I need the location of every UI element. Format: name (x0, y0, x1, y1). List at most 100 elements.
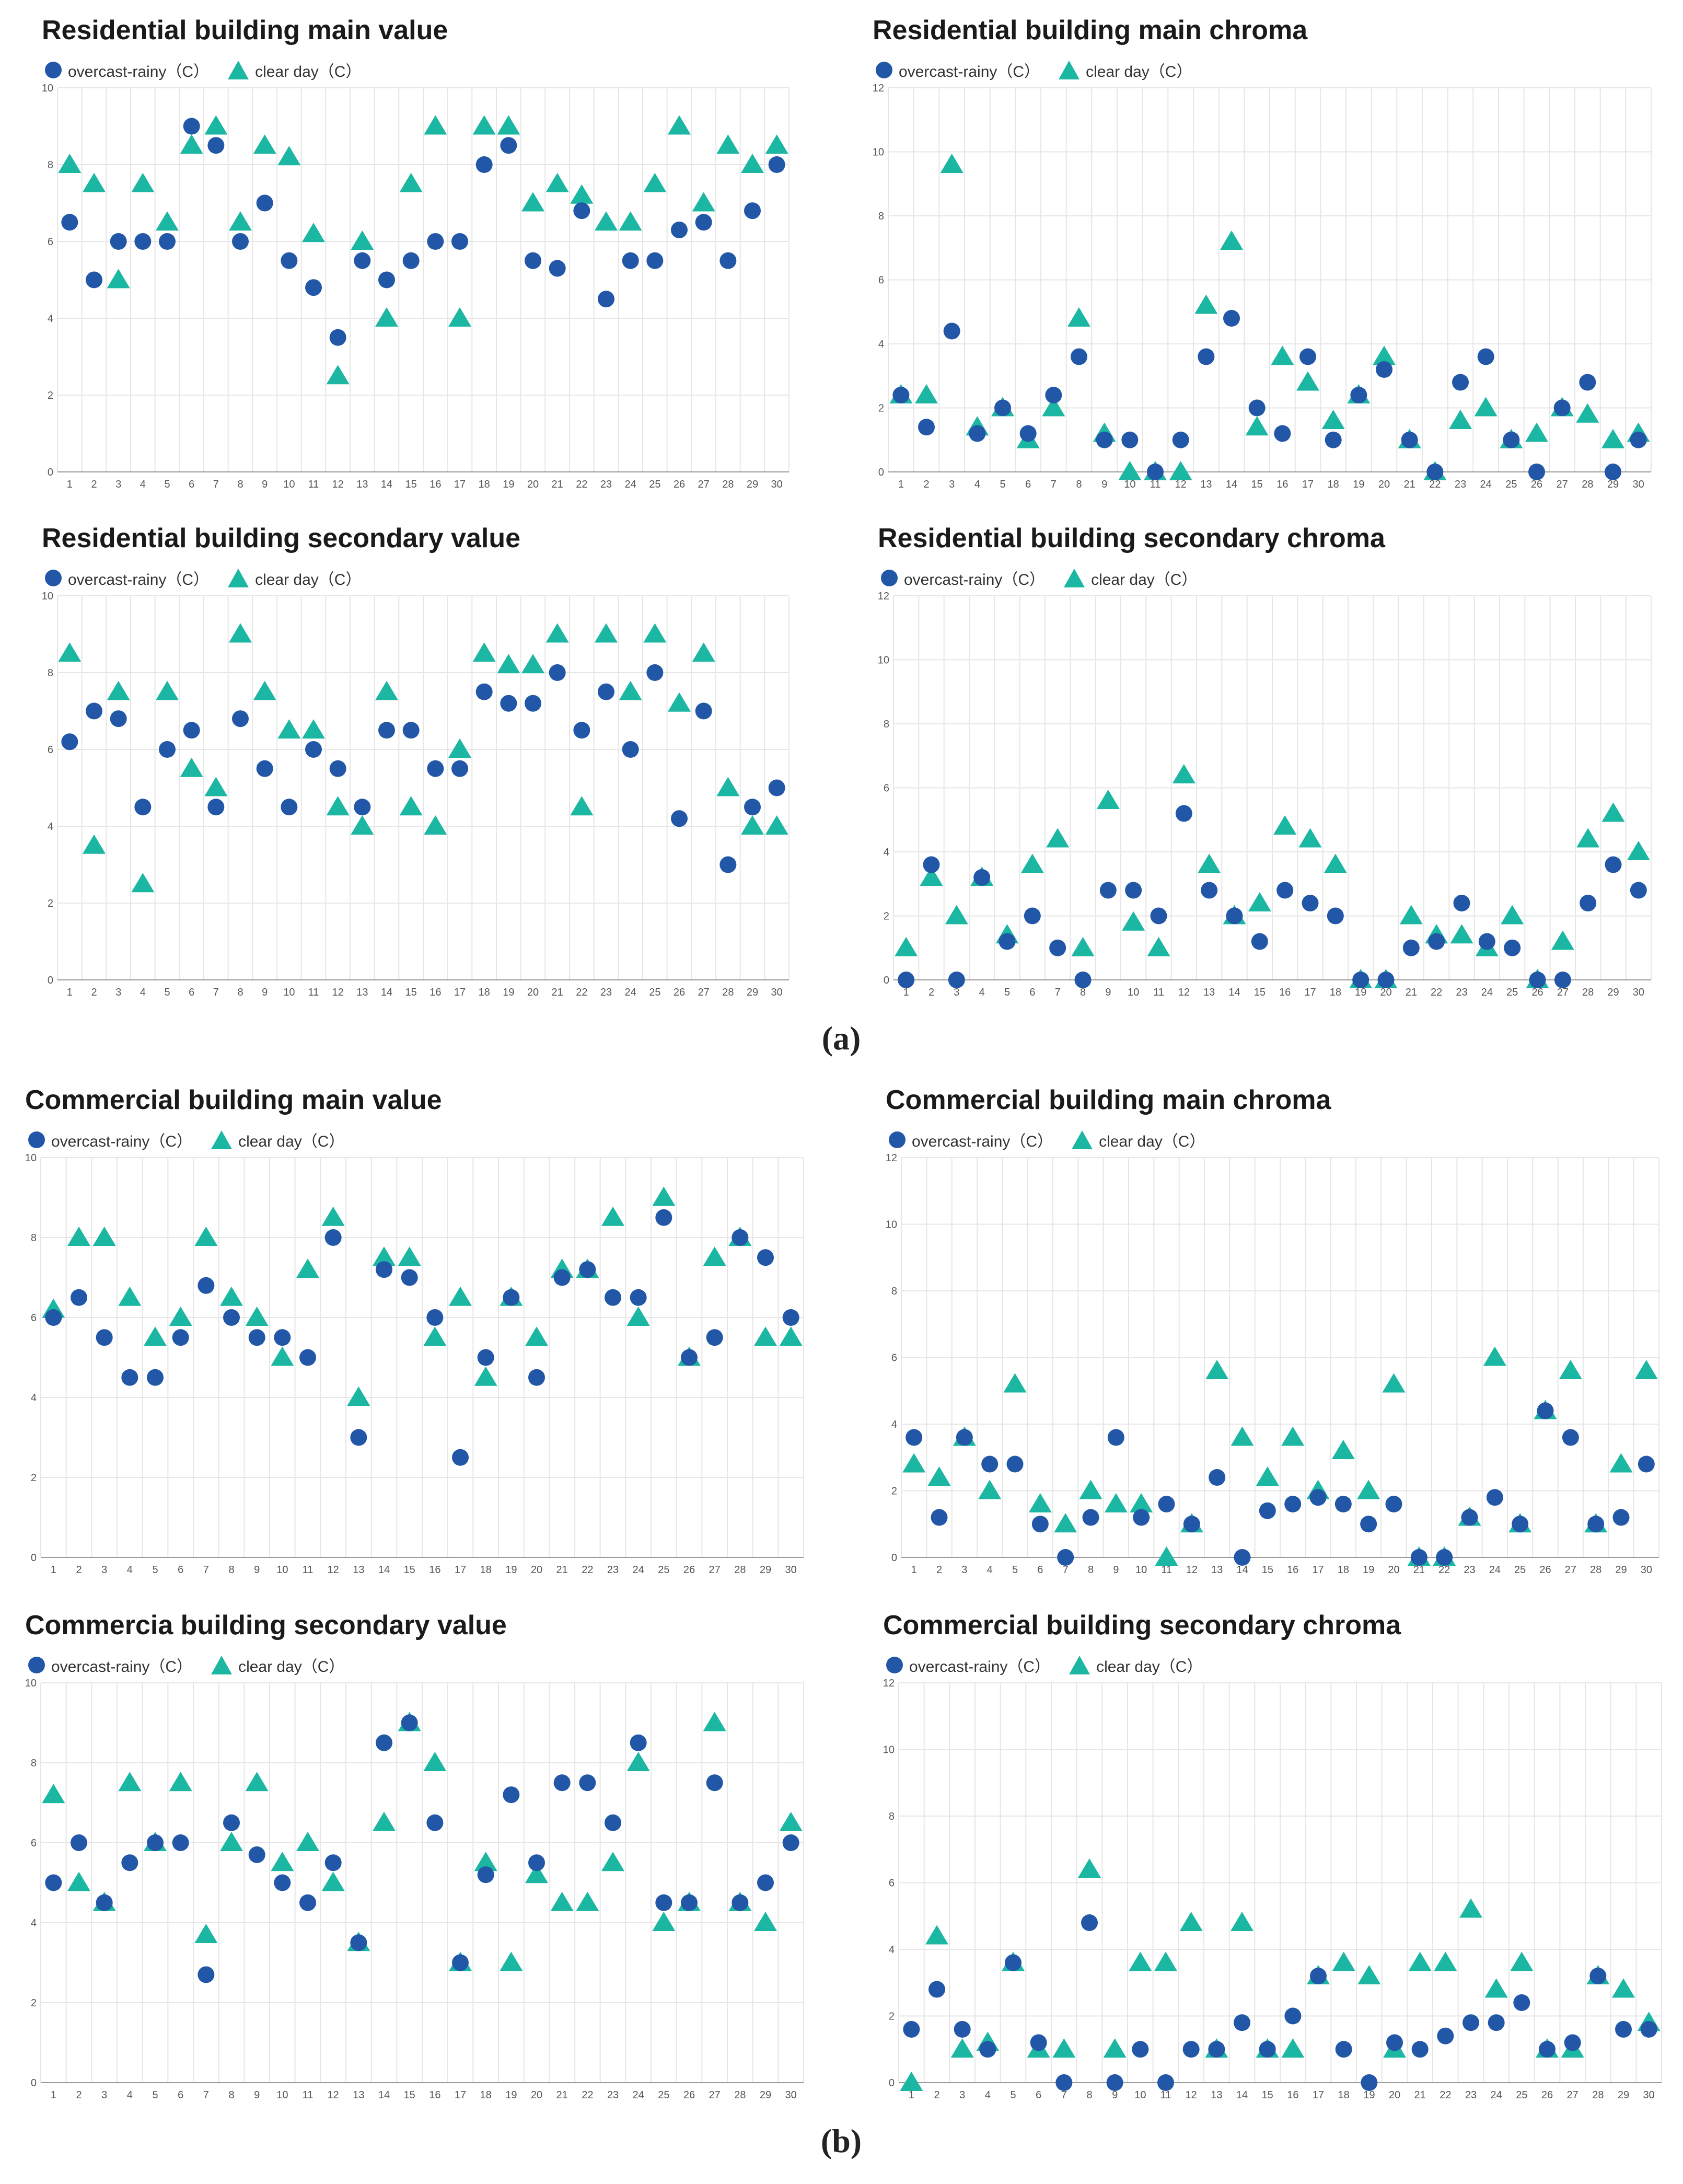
data-point-overcast (549, 664, 566, 681)
data-point-clear (424, 115, 447, 135)
data-point-clear (1382, 1373, 1406, 1393)
data-point-overcast (134, 233, 152, 250)
x-tick-label: 9 (1101, 479, 1107, 490)
data-point-overcast (892, 387, 910, 403)
x-tick-label: 24 (633, 1564, 644, 1576)
data-point-clear (576, 1891, 599, 1911)
data-point-overcast (1428, 933, 1445, 950)
data-point-clear (351, 230, 374, 250)
y-tick-label: 6 (48, 236, 53, 248)
data-point-clear (925, 1925, 948, 1945)
chart-title: Commercia building secondary value (25, 1610, 507, 1640)
data-point-clear (107, 680, 130, 700)
data-point-overcast (782, 1834, 799, 1851)
x-tick-label: 13 (356, 987, 368, 998)
circle-icon (28, 1131, 45, 1148)
x-tick-label: 16 (1287, 1564, 1298, 1576)
data-point-overcast (207, 799, 225, 816)
data-point-clear (545, 172, 569, 192)
data-point-overcast (1630, 882, 1647, 899)
triangle-icon (1059, 61, 1080, 79)
data-point-overcast (732, 1894, 749, 1911)
data-point-overcast (1248, 399, 1266, 417)
x-tick-label: 1 (909, 2089, 914, 2101)
data-point-clear (1003, 1373, 1027, 1393)
data-point-overcast (1477, 348, 1494, 365)
legend-label-overcast: overcast-rainy（C） (909, 1658, 1051, 1675)
data-point-clear (1357, 1480, 1380, 1499)
legend: overcast-rainy（C） clear day（C） (27, 1654, 362, 1677)
x-tick-label: 28 (734, 2089, 746, 2101)
chart-title: Commercial building main value (25, 1085, 442, 1115)
data-point-overcast (1019, 425, 1037, 442)
x-tick-label: 25 (658, 2089, 669, 2101)
x-tick-label: 4 (979, 987, 985, 998)
data-point-clear (474, 1366, 497, 1386)
data-point-clear (668, 115, 691, 135)
y-tick-label: 12 (886, 1152, 897, 1164)
legend-label-overcast: overcast-rainy（C） (51, 1133, 193, 1150)
triangle-icon (228, 61, 249, 79)
x-tick-label: 9 (1112, 2089, 1118, 2101)
data-point-overcast (1006, 1455, 1024, 1473)
data-point-overcast (573, 202, 590, 219)
x-tick-label: 14 (381, 987, 392, 998)
data-point-overcast (1274, 425, 1291, 442)
data-point-clear (1046, 828, 1070, 848)
data-point-overcast (45, 1874, 62, 1891)
data-point-overcast (1453, 895, 1470, 911)
data-point-overcast (1057, 1549, 1074, 1566)
data-point-clear (950, 2038, 974, 2058)
data-point-overcast (376, 1261, 392, 1278)
x-tick-label: 19 (503, 987, 514, 998)
x-tick-label: 2 (936, 1564, 942, 1576)
data-point-clear (67, 1227, 90, 1246)
circle-icon (876, 62, 892, 78)
y-tick-label: 8 (884, 719, 889, 730)
data-point-overcast (1299, 348, 1316, 365)
x-tick-label: 17 (454, 987, 466, 998)
data-point-overcast (1334, 1496, 1352, 1512)
data-point-clear (1028, 1493, 1052, 1512)
data-point-overcast (299, 1894, 316, 1911)
x-tick-label: 7 (1051, 479, 1057, 490)
data-point-clear (1298, 828, 1322, 848)
x-tick-label: 12 (328, 1564, 339, 1576)
data-point-clear (180, 134, 203, 154)
data-point-overcast (1081, 1914, 1098, 1931)
x-tick-label: 26 (1541, 2089, 1553, 2101)
x-tick-label: 22 (576, 479, 587, 490)
data-point-clear (1450, 924, 1473, 944)
data-point-clear (423, 1326, 447, 1346)
x-tick-label: 20 (1380, 987, 1391, 998)
x-tick-label: 9 (1113, 1564, 1119, 1576)
x-tick-label: 13 (353, 2089, 364, 2101)
data-point-clear (1331, 1440, 1355, 1459)
x-tick-label: 22 (1440, 2089, 1451, 2101)
x-tick-label: 30 (785, 1564, 797, 1576)
x-tick-label: 27 (698, 987, 710, 998)
data-point-overcast (768, 156, 785, 173)
data-point-clear (595, 211, 618, 231)
data-point-clear (1129, 1951, 1152, 1971)
y-tick-label: 4 (884, 847, 889, 858)
data-point-overcast (1045, 387, 1062, 403)
data-point-clear (1103, 2038, 1127, 2058)
triangle-icon (1064, 569, 1085, 587)
x-tick-label: 28 (1582, 987, 1594, 998)
data-point-clear (1248, 892, 1271, 911)
y-tick-label: 12 (883, 1678, 895, 1689)
legend-label-overcast: overcast-rainy（C） (68, 571, 210, 588)
legend-label-clear: clear day（C） (255, 63, 362, 80)
x-tick-label: 22 (1431, 987, 1442, 998)
data-point-overcast (86, 702, 102, 720)
x-tick-label: 21 (552, 479, 563, 490)
y-tick-label: 10 (25, 1678, 37, 1689)
data-point-overcast (147, 1834, 164, 1851)
legend: overcast-rainy（C） clear day（C） (885, 1654, 1220, 1677)
data-point-overcast (681, 1349, 698, 1366)
data-point-overcast (1031, 1516, 1049, 1533)
data-point-overcast (71, 1834, 87, 1851)
data-point-clear (1273, 815, 1297, 835)
circle-icon (886, 1657, 903, 1673)
